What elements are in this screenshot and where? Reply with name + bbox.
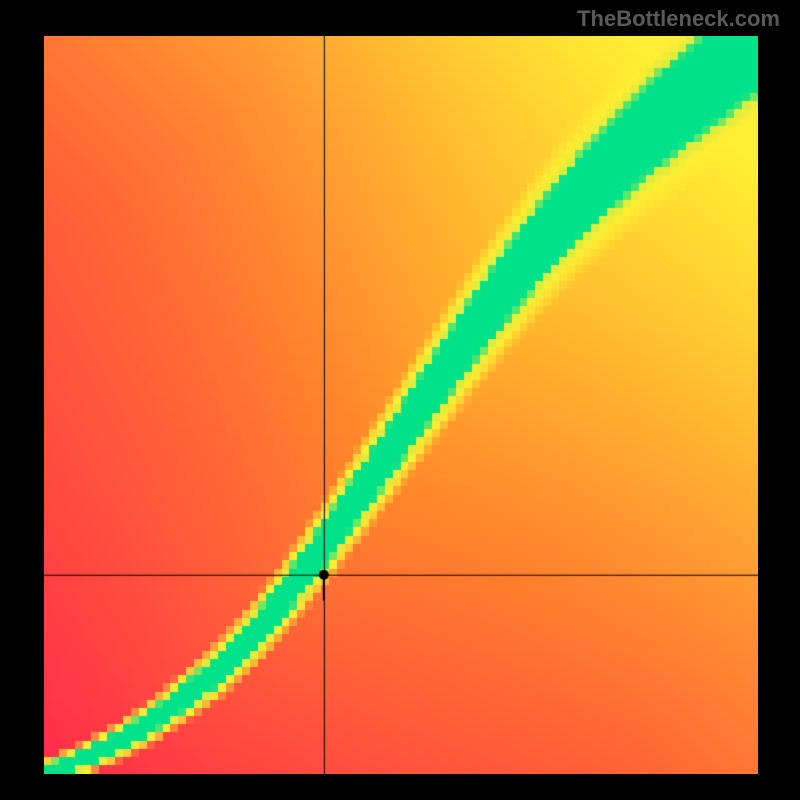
watermark-text: TheBottleneck.com xyxy=(577,6,780,32)
chart-container: { "watermark": { "text": "TheBottleneck.… xyxy=(0,0,800,800)
bottleneck-heatmap xyxy=(44,36,758,774)
